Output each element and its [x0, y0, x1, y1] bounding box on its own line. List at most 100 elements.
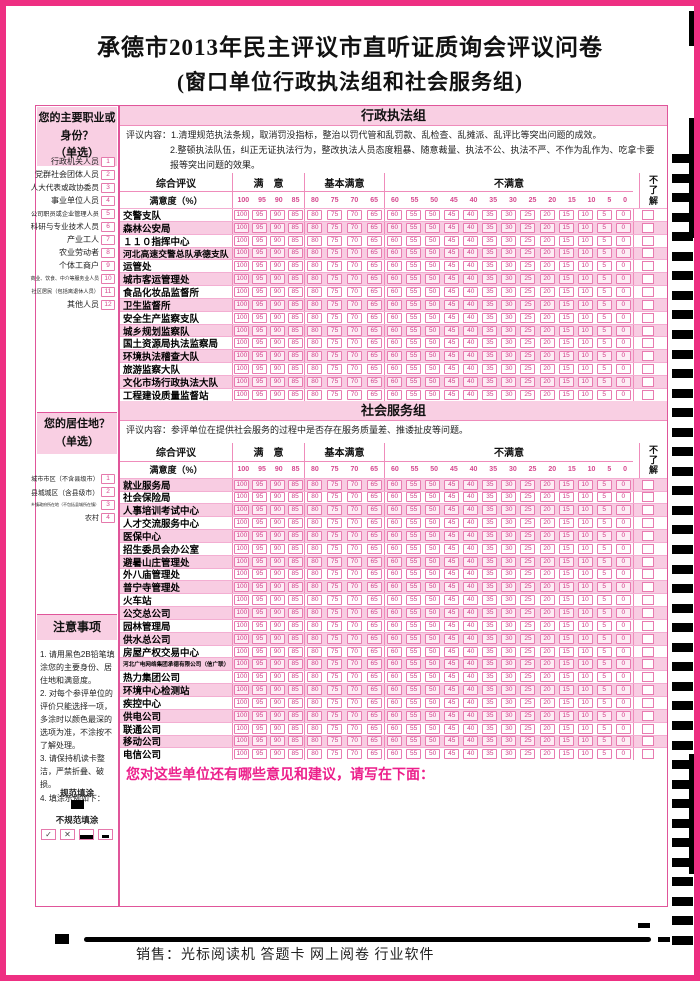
- satisfaction-bubble[interactable]: 5: [596, 672, 612, 683]
- unknown-checkbox[interactable]: [641, 479, 654, 490]
- satisfaction-bubble[interactable]: 70: [346, 505, 362, 516]
- satisfaction-bubble[interactable]: 70: [346, 325, 362, 336]
- satisfaction-bubble[interactable]: 40: [463, 235, 479, 246]
- satisfaction-bubble[interactable]: 65: [366, 376, 382, 387]
- satisfaction-bubble[interactable]: 0: [615, 479, 631, 490]
- satisfaction-bubble[interactable]: 5: [596, 376, 612, 387]
- satisfaction-bubble[interactable]: 100: [234, 608, 250, 619]
- satisfaction-bubble[interactable]: 30: [501, 569, 517, 580]
- satisfaction-bubble[interactable]: 10: [577, 274, 593, 285]
- satisfaction-bubble[interactable]: 15: [558, 286, 574, 297]
- satisfaction-bubble[interactable]: 15: [558, 736, 574, 747]
- satisfaction-bubble[interactable]: 25: [520, 659, 536, 670]
- satisfaction-bubble[interactable]: 80: [307, 736, 323, 747]
- satisfaction-bubble[interactable]: 65: [366, 364, 382, 375]
- satisfaction-bubble[interactable]: 5: [596, 312, 612, 323]
- option-bubble[interactable]: 2: [101, 169, 115, 180]
- satisfaction-bubble[interactable]: 80: [307, 685, 323, 696]
- satisfaction-bubble[interactable]: 35: [482, 505, 498, 516]
- satisfaction-bubble[interactable]: 30: [501, 222, 517, 233]
- satisfaction-bubble[interactable]: 10: [577, 620, 593, 631]
- satisfaction-bubble[interactable]: 80: [307, 299, 323, 310]
- satisfaction-bubble[interactable]: 95: [252, 222, 268, 233]
- satisfaction-bubble[interactable]: 20: [539, 556, 555, 567]
- satisfaction-bubble[interactable]: 40: [463, 556, 479, 567]
- satisfaction-bubble[interactable]: 35: [482, 543, 498, 554]
- satisfaction-bubble[interactable]: 100: [234, 736, 250, 747]
- satisfaction-bubble[interactable]: 10: [577, 659, 593, 670]
- satisfaction-bubble[interactable]: 35: [482, 235, 498, 246]
- satisfaction-bubble[interactable]: 25: [520, 685, 536, 696]
- satisfaction-bubble[interactable]: 0: [615, 723, 631, 734]
- satisfaction-bubble[interactable]: 95: [252, 646, 268, 657]
- satisfaction-bubble[interactable]: 65: [366, 646, 382, 657]
- satisfaction-bubble[interactable]: 30: [501, 543, 517, 554]
- satisfaction-bubble[interactable]: 75: [327, 376, 343, 387]
- satisfaction-bubble[interactable]: 100: [234, 261, 250, 272]
- satisfaction-bubble[interactable]: 100: [234, 351, 250, 362]
- satisfaction-bubble[interactable]: 30: [501, 376, 517, 387]
- satisfaction-bubble[interactable]: 15: [558, 569, 574, 580]
- satisfaction-bubble[interactable]: 85: [287, 710, 303, 721]
- satisfaction-bubble[interactable]: 60: [387, 685, 403, 696]
- satisfaction-bubble[interactable]: 35: [482, 209, 498, 220]
- satisfaction-bubble[interactable]: 90: [269, 351, 285, 362]
- satisfaction-bubble[interactable]: 70: [346, 710, 362, 721]
- satisfaction-bubble[interactable]: 55: [406, 274, 422, 285]
- satisfaction-bubble[interactable]: 30: [501, 633, 517, 644]
- satisfaction-bubble[interactable]: 90: [269, 222, 285, 233]
- satisfaction-bubble[interactable]: 20: [539, 723, 555, 734]
- satisfaction-bubble[interactable]: 75: [327, 222, 343, 233]
- satisfaction-bubble[interactable]: 80: [307, 235, 323, 246]
- satisfaction-bubble[interactable]: 60: [387, 248, 403, 259]
- satisfaction-bubble[interactable]: 15: [558, 685, 574, 696]
- satisfaction-bubble[interactable]: 100: [234, 222, 250, 233]
- satisfaction-bubble[interactable]: 0: [615, 543, 631, 554]
- satisfaction-bubble[interactable]: 90: [269, 479, 285, 490]
- satisfaction-bubble[interactable]: 30: [501, 723, 517, 734]
- satisfaction-bubble[interactable]: 45: [444, 620, 460, 631]
- satisfaction-bubble[interactable]: 65: [366, 312, 382, 323]
- satisfaction-bubble[interactable]: 55: [406, 749, 422, 760]
- option-bubble[interactable]: 11: [101, 286, 115, 297]
- satisfaction-bubble[interactable]: 20: [539, 595, 555, 606]
- satisfaction-bubble[interactable]: 40: [463, 312, 479, 323]
- satisfaction-bubble[interactable]: 60: [387, 543, 403, 554]
- satisfaction-bubble[interactable]: 90: [269, 518, 285, 529]
- satisfaction-bubble[interactable]: 55: [406, 685, 422, 696]
- satisfaction-bubble[interactable]: 85: [287, 608, 303, 619]
- satisfaction-bubble[interactable]: 15: [558, 672, 574, 683]
- satisfaction-bubble[interactable]: 5: [596, 261, 612, 272]
- satisfaction-bubble[interactable]: 0: [615, 595, 631, 606]
- satisfaction-bubble[interactable]: 75: [327, 723, 343, 734]
- satisfaction-bubble[interactable]: 0: [615, 633, 631, 644]
- satisfaction-bubble[interactable]: 50: [425, 364, 441, 375]
- satisfaction-bubble[interactable]: 80: [307, 749, 323, 760]
- satisfaction-bubble[interactable]: 25: [520, 235, 536, 246]
- unknown-checkbox[interactable]: [641, 492, 654, 503]
- satisfaction-bubble[interactable]: 60: [387, 312, 403, 323]
- unknown-checkbox[interactable]: [641, 505, 654, 516]
- option-bubble[interactable]: 9: [101, 260, 115, 271]
- satisfaction-bubble[interactable]: 25: [520, 274, 536, 285]
- satisfaction-bubble[interactable]: 40: [463, 595, 479, 606]
- option-bubble[interactable]: 3: [101, 182, 115, 193]
- satisfaction-bubble[interactable]: 40: [463, 338, 479, 349]
- satisfaction-bubble[interactable]: 100: [234, 633, 250, 644]
- satisfaction-bubble[interactable]: 50: [425, 672, 441, 683]
- satisfaction-bubble[interactable]: 75: [327, 646, 343, 657]
- satisfaction-bubble[interactable]: 35: [482, 736, 498, 747]
- satisfaction-bubble[interactable]: 80: [307, 351, 323, 362]
- satisfaction-bubble[interactable]: 60: [387, 659, 403, 670]
- satisfaction-bubble[interactable]: 60: [387, 595, 403, 606]
- satisfaction-bubble[interactable]: 90: [269, 659, 285, 670]
- satisfaction-bubble[interactable]: 50: [425, 248, 441, 259]
- satisfaction-bubble[interactable]: 15: [558, 248, 574, 259]
- satisfaction-bubble[interactable]: 65: [366, 749, 382, 760]
- satisfaction-bubble[interactable]: 75: [327, 299, 343, 310]
- satisfaction-bubble[interactable]: 35: [482, 710, 498, 721]
- satisfaction-bubble[interactable]: 85: [287, 351, 303, 362]
- satisfaction-bubble[interactable]: 90: [269, 389, 285, 400]
- satisfaction-bubble[interactable]: 85: [287, 376, 303, 387]
- satisfaction-bubble[interactable]: 55: [406, 646, 422, 657]
